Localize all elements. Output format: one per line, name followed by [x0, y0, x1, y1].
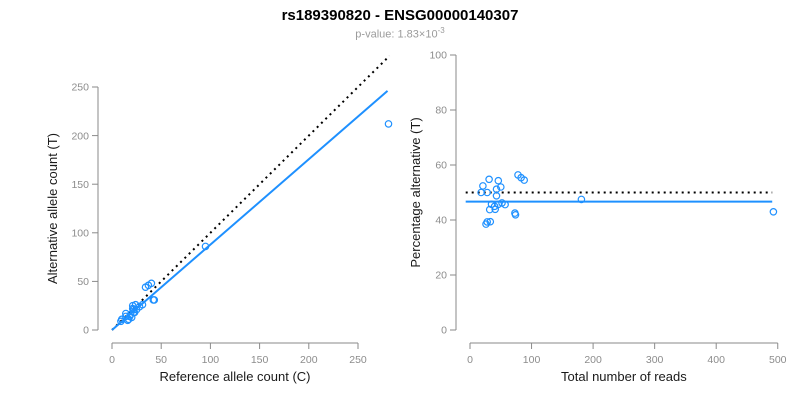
data-points	[117, 120, 393, 326]
data-point	[485, 175, 493, 184]
x-axis-label: Total number of reads	[561, 369, 687, 384]
y-tick-label: 100	[429, 50, 447, 62]
y-tick-label: 40	[435, 215, 447, 227]
data-point	[149, 296, 158, 304]
data-point	[497, 183, 505, 191]
data-point	[483, 218, 492, 226]
y-tick-label: 250	[71, 82, 89, 94]
data-point	[147, 279, 156, 288]
y-tick-label: 0	[83, 325, 89, 337]
data-point	[494, 176, 503, 185]
plot-subtitle: p-value: 1.83×10-3	[0, 26, 800, 41]
y-tick-label: 80	[435, 105, 447, 117]
x-tick-label: 50	[155, 354, 167, 366]
x-axis: 0 100 200 300 400 500	[467, 342, 787, 366]
subtitle-exponent: -3	[437, 26, 445, 35]
subtitle-text: p-value: 1.83×10	[355, 28, 438, 41]
x-tick-label: 250	[349, 354, 367, 366]
y-tick-label: 60	[435, 160, 447, 172]
identity-line	[111, 55, 391, 331]
data-point	[577, 195, 586, 204]
x-tick-label: 0	[109, 354, 115, 366]
data-point	[511, 209, 519, 217]
data-point	[501, 200, 509, 209]
percentage-scatter: 0 100 200 300 400 500 0 20 40 60 80 100 Total number…	[408, 50, 787, 384]
x-tick-label: 150	[251, 354, 269, 366]
y-axis: 0 50 100 150 200 250	[71, 82, 99, 337]
x-tick-label: 300	[646, 354, 664, 366]
y-tick-label: 100	[71, 227, 89, 239]
data-point	[492, 192, 501, 200]
y-axis-label: Alternative allele count (T)	[45, 133, 60, 284]
data-point	[127, 313, 136, 322]
y-axis-label: Percentage alternative (T)	[408, 117, 423, 267]
data-points	[477, 171, 778, 228]
x-axis: 0 50 100 150 200 250	[109, 342, 367, 366]
y-tick-label: 150	[71, 179, 89, 191]
data-point	[479, 182, 487, 190]
allele-count-scatter: 0 50 100 150 200 250 0 50 100 150 200 250 Reference …	[45, 55, 393, 384]
data-point	[483, 188, 492, 197]
x-tick-label: 500	[769, 354, 787, 366]
plot-title: rs189390820 - ENSG00000140307	[281, 7, 519, 24]
data-point	[485, 205, 494, 214]
x-tick-label: 100	[523, 354, 541, 366]
data-point	[201, 242, 210, 251]
y-tick-label: 200	[71, 130, 89, 142]
y-tick-label: 50	[77, 276, 89, 288]
y-tick-label: 0	[441, 325, 447, 337]
x-tick-label: 200	[300, 354, 318, 366]
y-tick-label: 20	[435, 270, 447, 282]
x-tick-label: 200	[584, 354, 602, 366]
y-axis: 0 20 40 60 80 100	[429, 50, 457, 337]
data-point	[486, 217, 495, 226]
data-point	[520, 176, 529, 184]
x-tick-label: 0	[467, 354, 473, 366]
x-tick-label: 100	[202, 354, 220, 366]
data-point	[769, 208, 778, 216]
x-tick-label: 400	[707, 354, 725, 366]
data-point	[491, 205, 500, 214]
fit-line	[111, 90, 389, 331]
x-axis-label: Reference allele count (C)	[159, 369, 310, 384]
data-point	[384, 120, 393, 128]
data-point	[138, 300, 147, 309]
